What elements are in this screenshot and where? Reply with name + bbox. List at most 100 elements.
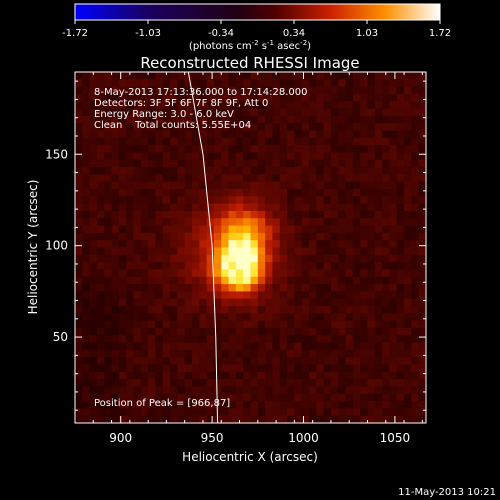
heatmap-cell xyxy=(89,240,98,249)
heatmap-cell xyxy=(389,115,398,124)
heatmap-cell xyxy=(396,225,405,234)
heatmap-cell xyxy=(75,298,83,307)
heatmap-cell xyxy=(148,327,157,336)
heatmap-cell xyxy=(199,320,208,329)
heatmap-cell xyxy=(360,79,369,88)
heatmap-cell xyxy=(338,240,347,249)
heatmap-cell xyxy=(418,262,426,271)
heatmap-cell xyxy=(235,86,244,95)
heatmap-cell xyxy=(265,181,274,190)
heatmap-cell xyxy=(89,291,98,300)
heatmap-cell xyxy=(126,284,135,292)
heatmap-cell xyxy=(118,93,127,102)
heatmap-cell xyxy=(418,349,426,358)
heatmap-cell xyxy=(382,145,391,154)
heatmap-cell xyxy=(309,357,317,366)
heatmap-cell xyxy=(213,401,222,409)
heatmap-cell xyxy=(75,379,83,388)
heatmap-cell xyxy=(155,408,164,417)
heatmap-cell xyxy=(345,379,354,388)
heatmap-cell xyxy=(309,254,317,263)
heatmap-cell xyxy=(221,115,230,124)
heatmap-cell xyxy=(345,123,354,132)
heatmap-cell xyxy=(170,152,178,161)
heatmap-cell xyxy=(126,379,135,388)
heatmap-cell xyxy=(177,196,186,205)
heatmap-cell xyxy=(235,181,244,190)
heatmap-cell xyxy=(221,93,230,102)
heatmap-cell xyxy=(243,393,252,402)
heatmap-cell xyxy=(374,393,383,402)
heatmap-cell xyxy=(338,349,347,358)
chart-title: Reconstructed RHESSI Image xyxy=(140,54,359,72)
heatmap-cell xyxy=(126,210,135,219)
heatmap-cell xyxy=(279,93,288,102)
heatmap-cell xyxy=(118,262,127,271)
heatmap-cell xyxy=(184,101,193,110)
heatmap-cell xyxy=(177,123,186,132)
heatmap-cell xyxy=(228,108,237,117)
heatmap-cell xyxy=(287,276,295,285)
heatmap-cell xyxy=(374,101,383,110)
heatmap-cell xyxy=(404,269,412,278)
heatmap-cell xyxy=(243,130,252,139)
heatmap-cell xyxy=(396,291,405,300)
heatmap-cell xyxy=(177,152,186,161)
heatmap-cell xyxy=(294,123,303,132)
heatmap-cell xyxy=(162,269,171,278)
heatmap-cell xyxy=(301,115,310,124)
heatmap-cell xyxy=(148,72,157,80)
heatmap-cell xyxy=(279,247,288,256)
heatmap-cell xyxy=(140,72,149,80)
heatmap-cell xyxy=(367,401,376,409)
heatmap-cell xyxy=(148,386,157,395)
heatmap-cell xyxy=(206,93,215,102)
heatmap-cell xyxy=(118,123,127,132)
heatmap-cell xyxy=(338,335,347,344)
heatmap-cell xyxy=(213,269,222,278)
heatmap-cell xyxy=(418,210,426,219)
heatmap-cell xyxy=(330,342,339,351)
heatmap-cell xyxy=(75,335,83,344)
heatmap-cell xyxy=(418,196,426,205)
heatmap-cell xyxy=(411,291,420,300)
heatmap-cell xyxy=(316,108,325,117)
heatmap-cell xyxy=(279,386,288,395)
heatmap-cell xyxy=(148,298,157,307)
heatmap-cell xyxy=(396,335,405,344)
heatmap-cell xyxy=(294,298,303,307)
heatmap-cell xyxy=(411,174,420,183)
heatmap-cell xyxy=(404,284,412,292)
heatmap-cell xyxy=(411,254,420,263)
heatmap-cell xyxy=(162,379,171,388)
heatmap-cell xyxy=(272,79,281,88)
heatmap-cell xyxy=(374,152,383,161)
heatmap-cell xyxy=(177,393,186,402)
heatmap-cell xyxy=(133,101,142,110)
heatmap-cell xyxy=(235,415,244,423)
heatmap-cell xyxy=(389,313,398,322)
heatmap-cell xyxy=(316,298,325,307)
heatmap-cell xyxy=(170,145,178,154)
heatmap-cell xyxy=(360,357,369,366)
heatmap-cell xyxy=(140,152,149,161)
heatmap-cell xyxy=(184,364,193,373)
heatmap-cell xyxy=(104,240,113,249)
heatmap-cell xyxy=(243,93,252,102)
heatmap-cell xyxy=(162,284,171,292)
heatmap-cell xyxy=(199,408,208,417)
heatmap-cell xyxy=(104,379,113,388)
heatmap-cell xyxy=(257,247,266,256)
heatmap-cell xyxy=(367,313,376,322)
heatmap-cell xyxy=(374,364,383,373)
heatmap-cell xyxy=(301,320,310,329)
heatmap-cell xyxy=(309,225,317,234)
heatmap-cell xyxy=(148,181,157,190)
heatmap-cell xyxy=(265,189,274,197)
heatmap-cell xyxy=(133,393,142,402)
heatmap-cell xyxy=(396,72,405,80)
heatmap-cell xyxy=(177,313,186,322)
heatmap-cell xyxy=(301,327,310,336)
heatmap-cell xyxy=(126,108,135,117)
heatmap-cell xyxy=(75,349,83,358)
